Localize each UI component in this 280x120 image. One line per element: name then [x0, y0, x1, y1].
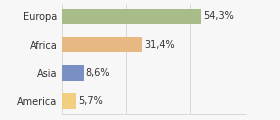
Bar — [62, 65, 84, 81]
Text: 54,3%: 54,3% — [203, 11, 234, 21]
Bar — [62, 9, 201, 24]
Text: 8,6%: 8,6% — [86, 68, 110, 78]
Text: 31,4%: 31,4% — [144, 40, 175, 50]
Bar — [62, 37, 142, 52]
Text: 5,7%: 5,7% — [78, 96, 103, 106]
Bar — [62, 93, 76, 109]
